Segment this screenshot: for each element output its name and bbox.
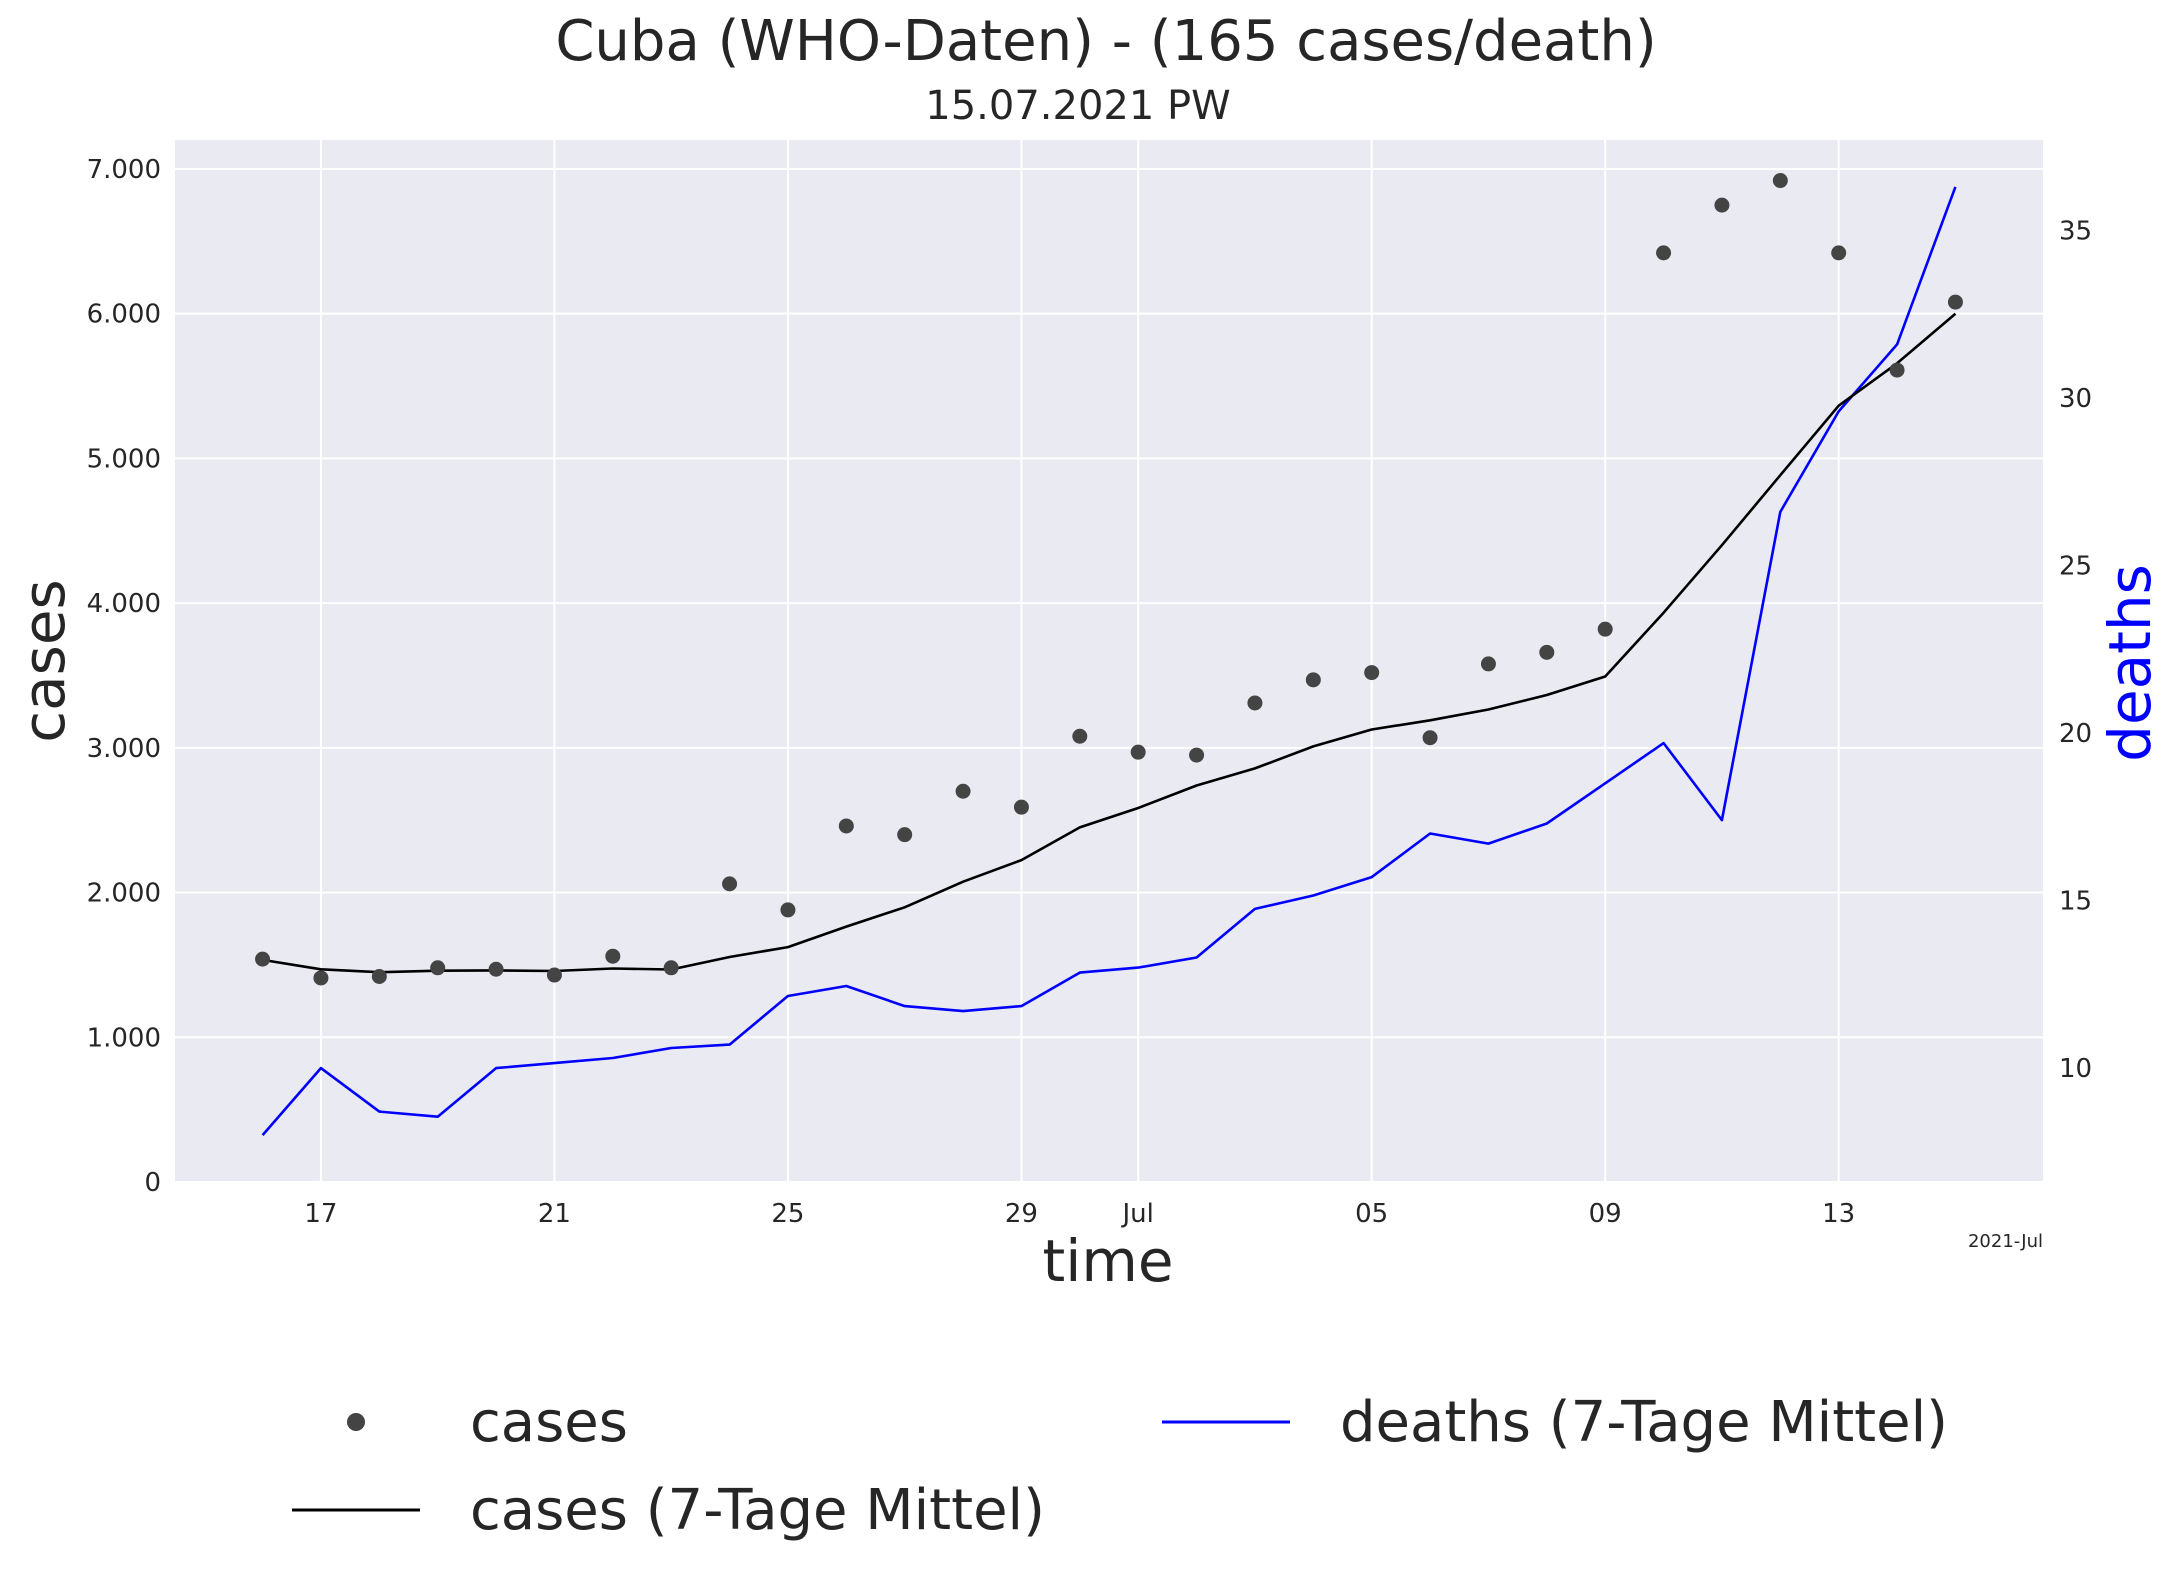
data-point xyxy=(430,960,446,976)
cases-avg-series xyxy=(262,312,1957,974)
data-point xyxy=(1013,799,1029,815)
y-axis-left-label: cases xyxy=(10,579,78,743)
x-offset-label: 2021-Jul xyxy=(1968,1231,2043,1252)
y-right-tick-label: 25 xyxy=(2059,552,2092,582)
data-point xyxy=(1597,621,1613,637)
y-right-tick-label: 20 xyxy=(2059,719,2092,749)
y-left-tick-label: 0 xyxy=(144,1168,161,1198)
series-line xyxy=(261,186,1957,1136)
data-point xyxy=(1772,173,1788,189)
legend: cases cases (7-Tage Mittel) deaths (7-Ta… xyxy=(292,1390,1948,1543)
data-point xyxy=(546,967,562,983)
right-axis-ticks: 10 15 20 25 30 35 xyxy=(2059,216,2092,1084)
x-tick-label: 21 xyxy=(538,1199,571,1229)
data-point xyxy=(1247,695,1263,711)
y-left-tick-label: 7.000 xyxy=(87,155,161,185)
data-point xyxy=(897,827,913,843)
legend-label-cases: cases xyxy=(470,1390,628,1455)
y-left-tick-label: 5.000 xyxy=(87,444,161,474)
legend-marker-cases xyxy=(347,1413,365,1431)
data-point xyxy=(1480,656,1496,672)
data-point xyxy=(1305,672,1321,688)
y-left-tick-label: 1.000 xyxy=(87,1023,161,1053)
data-point xyxy=(255,951,271,967)
data-point xyxy=(1947,294,1963,310)
y-right-tick-label: 35 xyxy=(2059,216,2092,246)
data-point xyxy=(955,783,971,799)
data-point xyxy=(1539,644,1555,660)
data-point xyxy=(1189,747,1205,763)
plot-area xyxy=(175,140,2043,1182)
y-left-tick-label: 2.000 xyxy=(87,879,161,909)
data-point xyxy=(1364,665,1380,681)
data-point xyxy=(1889,362,1905,378)
data-point xyxy=(1422,730,1438,746)
data-point xyxy=(1072,728,1088,744)
data-point xyxy=(371,968,387,984)
x-axis-ticks: 17 21 25 29 Jul 05 09 13 xyxy=(304,1199,1855,1229)
x-axis-label: time xyxy=(1042,1227,1173,1295)
x-tick-label: 17 xyxy=(304,1199,337,1229)
y-right-tick-label: 15 xyxy=(2059,887,2092,917)
data-point xyxy=(1130,744,1146,760)
data-point xyxy=(1714,197,1730,213)
deaths-series xyxy=(261,186,1957,1136)
x-tick-label: 29 xyxy=(1005,1199,1038,1229)
legend-label-deaths: deaths (7-Tage Mittel) xyxy=(1340,1390,1948,1455)
x-tick-label: 05 xyxy=(1355,1199,1388,1229)
y-left-tick-label: 3.000 xyxy=(87,734,161,764)
y-gridlines xyxy=(175,167,2043,1183)
x-tick-label: 09 xyxy=(1589,1199,1622,1229)
data-point xyxy=(1831,245,1847,261)
data-point xyxy=(488,961,504,977)
x-tick-label: 25 xyxy=(771,1199,804,1229)
data-point xyxy=(313,970,329,986)
series-line xyxy=(262,312,1957,974)
data-point xyxy=(663,960,679,976)
data-point xyxy=(722,876,738,892)
y-left-tick-label: 4.000 xyxy=(87,589,161,619)
y-right-tick-label: 10 xyxy=(2059,1054,2092,1084)
x-tick-label: 13 xyxy=(1822,1199,1855,1229)
data-point xyxy=(1656,245,1672,261)
data-point xyxy=(780,902,796,918)
data-point xyxy=(605,948,621,964)
cases-series xyxy=(255,173,1963,986)
y-axis-right-label: deaths xyxy=(2096,564,2162,762)
data-point xyxy=(838,818,854,834)
chart-title: Cuba (WHO-Daten) - (165 cases/death) xyxy=(555,9,1656,74)
legend-label-cases-avg: cases (7-Tage Mittel) xyxy=(470,1478,1045,1543)
left-axis-ticks: 0 1.000 2.000 3.000 4.000 5.000 6.000 7.000 xyxy=(87,155,161,1198)
y-right-tick-label: 30 xyxy=(2059,384,2092,414)
x-tick-label: Jul xyxy=(1121,1199,1154,1229)
chart-subtitle: 15.07.2021 PW xyxy=(925,83,1230,129)
y-left-tick-label: 6.000 xyxy=(87,300,161,330)
